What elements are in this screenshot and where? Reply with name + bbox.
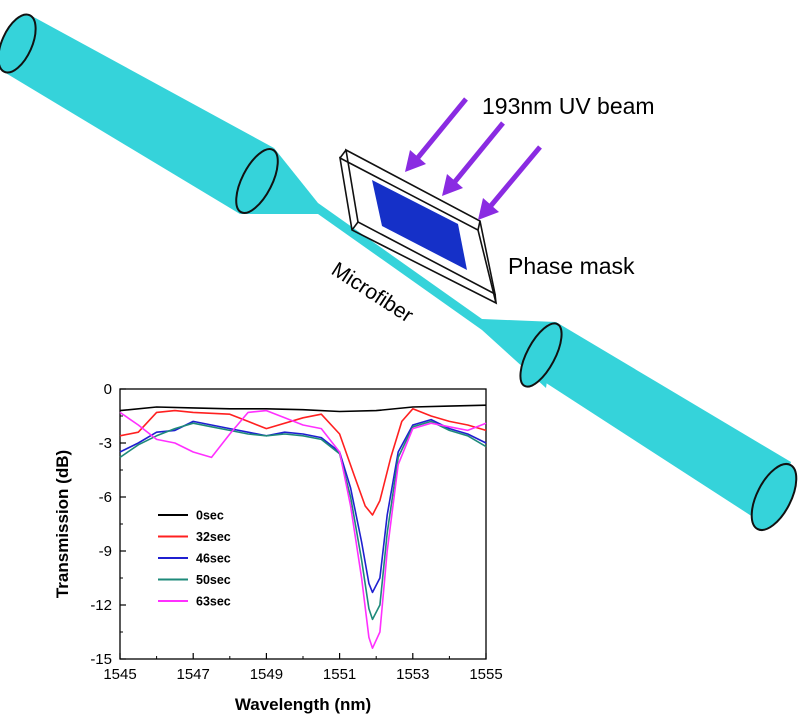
y-tick-label: -15 (90, 651, 112, 668)
uv-arrow-1-head (405, 150, 426, 172)
y-tick-label: 0 (104, 381, 112, 398)
y-tick-label: -3 (99, 435, 112, 452)
y-tick-label: -6 (99, 489, 112, 506)
fiber-right-cut-face (519, 322, 563, 388)
optical-fiber (0, 13, 798, 531)
uv-beam-label: 193nm UV beam (482, 93, 655, 119)
microfiber-waist (318, 203, 482, 330)
legend-label-46sec: 46sec (196, 552, 231, 566)
plot-area (119, 388, 487, 660)
fiber-left-cut-face (235, 148, 279, 214)
phase-mask (338, 148, 498, 305)
x-tick-label: 1555 (469, 666, 502, 683)
fiber-right-end-face (750, 463, 798, 531)
phase-mask-grating (372, 180, 467, 270)
uv-beam-arrows (405, 97, 542, 220)
uv-arrow-3-head (478, 198, 499, 220)
series-lines (119, 404, 487, 649)
uv-arrow-2-head (442, 174, 463, 196)
series-line-32sec (119, 408, 487, 516)
x-axis-title: Wavelength (nm) (235, 695, 371, 714)
legend-label-50sec: 50sec (196, 573, 231, 587)
fiber-left-end-face (0, 13, 37, 74)
series-line-0sec (119, 404, 487, 413)
uv-arrow-3 (487, 145, 542, 210)
legend-label-0sec: 0sec (196, 509, 224, 523)
x-tick-label: 1545 (103, 666, 136, 683)
x-tick-label: 1553 (396, 666, 429, 683)
y-tick-label: -9 (99, 543, 112, 560)
phase-mask-label: Phase mask (508, 253, 635, 279)
x-axis-ticks: 1545 1547 1549 1551 1553 1555 (103, 653, 503, 683)
y-tick-label: -12 (90, 597, 112, 614)
uv-arrow-2 (451, 121, 505, 186)
x-tick-label: 1551 (323, 666, 356, 683)
fiber-left-cylinder (4, 15, 274, 214)
x-tick-label: 1547 (177, 666, 210, 683)
y-axis-title: Transmission (dB) (53, 450, 72, 598)
y-axis-ticks: 0 -3 -6 -9 -12 -15 (90, 381, 126, 668)
fiber-right-cylinder (526, 322, 791, 528)
series-line-63sec (119, 409, 487, 649)
x-tick-label: 1549 (250, 666, 283, 683)
chart-legend: 0sec 32sec 46sec 50sec 63sec (158, 509, 231, 609)
legend-label-32sec: 32sec (196, 530, 231, 544)
transmission-chart: 1545 1547 1549 1551 1553 1555 0 -3 -6 -9 -12 -15 0… (53, 381, 503, 714)
legend-label-63sec: 63sec (196, 595, 231, 609)
uv-arrow-1 (414, 97, 468, 162)
